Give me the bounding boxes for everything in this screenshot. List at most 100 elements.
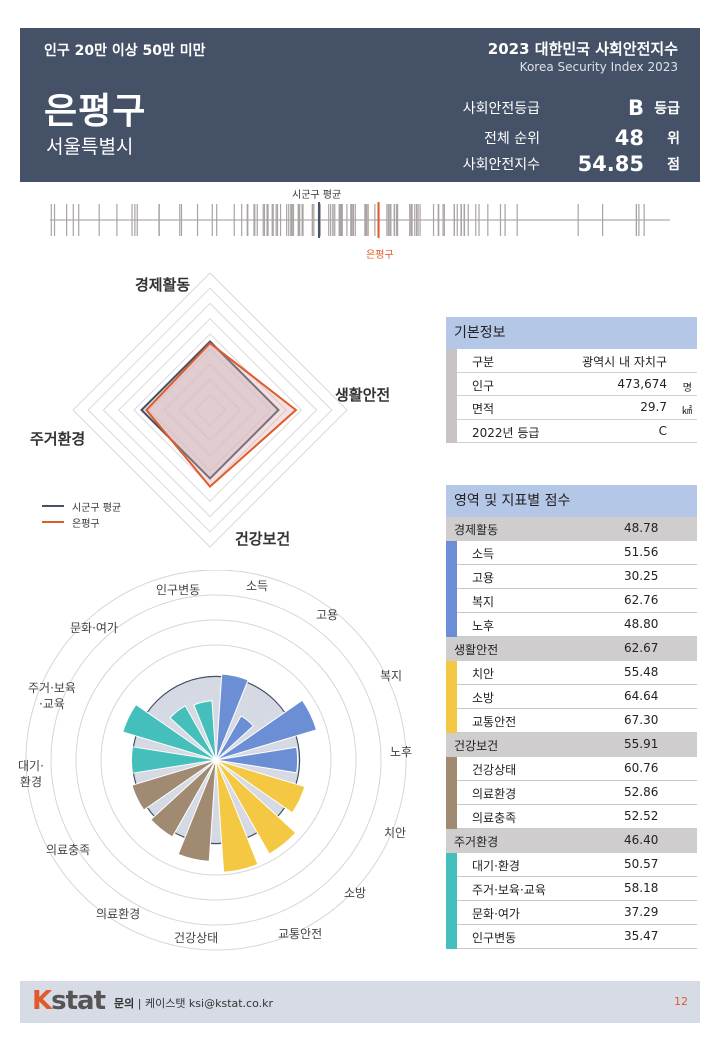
indicator-score: 30.25	[624, 569, 659, 583]
indicator-row: 문화·여가 37.29	[446, 901, 697, 925]
domain-name: 주거환경	[454, 835, 499, 849]
report-title: 2023 대한민국 사회안전지수	[487, 40, 678, 58]
info-value: 광역시 내 자치구	[582, 355, 667, 369]
header-banner: 인구 20만 이상 50만 미만 은평구 서울특별시 2023 대한민국 사회안…	[20, 28, 700, 182]
indicator-name: 치안	[472, 667, 495, 681]
indicator-row: 치안 55.48	[446, 661, 697, 685]
strip-avg-label: 시군구 평균	[292, 190, 342, 201]
radar-grid-ring	[87, 287, 333, 533]
grade-stat: 사회안전등급 B 등급	[440, 92, 680, 120]
polar-grid-ring	[75, 619, 357, 901]
index-stat: 사회안전지수 54.85 점	[440, 148, 680, 176]
indicator-row: 소득 51.56	[446, 541, 697, 565]
domain-color-bar	[446, 925, 457, 949]
polar-bar	[131, 759, 217, 811]
indicator-name: 교통안전	[472, 715, 517, 729]
domain-color-bar	[446, 589, 457, 613]
indicator-score: 35.47	[624, 929, 659, 943]
report-title-en: Korea Security Index 2023	[519, 60, 678, 74]
indicator-row: 의료충족 52.52	[446, 805, 697, 829]
footer: Kstat 문의 | 케이스탯 ksi@kstat.co.kr 12	[20, 981, 700, 1023]
score-rows: 경제활동 48.78 소득 51.56 고용 30.25 복지 62.76 노후 48.80 생활안…	[446, 517, 697, 949]
polar-grid-ring	[50, 594, 382, 926]
info-unit: ㎢	[682, 406, 692, 417]
polar-bar	[215, 746, 299, 774]
polar-bar	[215, 759, 259, 873]
polar-category-label: 치안	[384, 826, 407, 840]
info-row: 2022년 등급 C	[446, 419, 697, 443]
domain-radar-chart	[72, 272, 348, 548]
rank-value: 48	[614, 126, 644, 150]
grade-label: 사회안전등급	[462, 101, 540, 117]
domain-name: 건강보건	[454, 739, 499, 753]
indicator-name: 의료충족	[472, 811, 517, 825]
indicator-row: 대기·환경 50.57	[446, 853, 697, 877]
parent-region: 서울특별시	[46, 136, 134, 158]
indicator-score: 52.52	[624, 809, 659, 823]
info-value: 29.7	[640, 400, 667, 414]
info-unit: 명	[682, 382, 692, 394]
indicator-row: 인구변동 35.47	[446, 925, 697, 949]
polar-category-label: 문화·여가	[70, 621, 118, 635]
radar-grid-ring	[72, 272, 348, 548]
scores-panel: 영역 및 지표별 점수 경제활동 48.78 소득 51.56 고용 30.25 복지 62.…	[446, 485, 697, 949]
indicator-name: 소득	[472, 547, 495, 561]
strip-region-label: 은평구	[366, 250, 394, 261]
index-label: 사회안전지수	[462, 157, 540, 173]
polar-category-label: 대기· 환경	[18, 759, 44, 789]
radar-series-region	[145, 341, 298, 489]
indicator-row: 주거·보육·교육 58.18	[446, 877, 697, 901]
domain-color-bar	[446, 565, 457, 589]
info-value: 473,674	[617, 376, 667, 391]
indicator-score: 62.76	[624, 593, 659, 607]
domain-color-bar	[446, 781, 457, 805]
polar-bar	[122, 703, 217, 761]
info-value: C	[658, 423, 667, 438]
domain-color-bar	[446, 805, 457, 829]
polar-bar	[215, 759, 297, 855]
radar-axis-label: 경제활동	[135, 276, 191, 294]
info-key: 인구	[472, 378, 495, 393]
indicator-score: 60.76	[624, 761, 659, 775]
polar-grid-ring	[25, 570, 407, 951]
info-key: 구분	[472, 355, 495, 369]
polar-bar	[193, 700, 217, 761]
legend-item-avg: 시군구 평균	[42, 498, 121, 514]
polar-bar	[215, 699, 318, 761]
domain-color-bar	[446, 541, 457, 565]
polar-bar	[215, 673, 249, 761]
domain-row: 주거환경 46.40	[446, 829, 697, 853]
radar-grid-ring	[117, 317, 303, 503]
contact-info: 문의 | 케이스탯 ksi@kstat.co.kr	[114, 997, 274, 1010]
indicator-score: 64.64	[624, 689, 659, 703]
indicator-score: 58.18	[624, 881, 659, 895]
basic-info-title: 기본정보	[446, 317, 697, 349]
radar-legend: 시군구 평균 은평구	[42, 498, 121, 530]
domain-color-bar	[446, 685, 457, 709]
polar-bar	[215, 715, 255, 761]
indicator-score: 48.80	[624, 617, 659, 631]
polar-grid-ring	[100, 644, 332, 876]
legend-label: 시군구 평균	[72, 502, 122, 514]
domain-name: 경제활동	[454, 523, 499, 537]
indicator-name: 대기·환경	[472, 859, 520, 873]
rank-stat: 전체 순위 48 위	[440, 122, 680, 150]
polar-category-label: 의료환경	[96, 907, 141, 921]
rank-unit: 위	[667, 131, 680, 147]
distribution-strip	[50, 202, 670, 238]
indicator-name: 노후	[472, 619, 495, 633]
row-bar	[446, 349, 457, 373]
indicator-row: 소방 64.64	[446, 685, 697, 709]
polar-category-label: 교통안전	[278, 927, 323, 941]
kstat-logo: Kstat	[32, 986, 106, 1016]
indicator-row: 교통안전 67.30	[446, 709, 697, 733]
domain-color-bar	[446, 901, 457, 925]
polar-bar	[215, 759, 306, 814]
domain-row: 경제활동 48.78	[446, 517, 697, 541]
info-key: 면적	[472, 402, 495, 416]
radar-axis-label: 건강보건	[235, 530, 291, 548]
radar-axis-label: 생활안전	[335, 386, 391, 404]
index-value: 54.85	[577, 152, 644, 176]
indicator-score: 50.57	[624, 857, 659, 871]
